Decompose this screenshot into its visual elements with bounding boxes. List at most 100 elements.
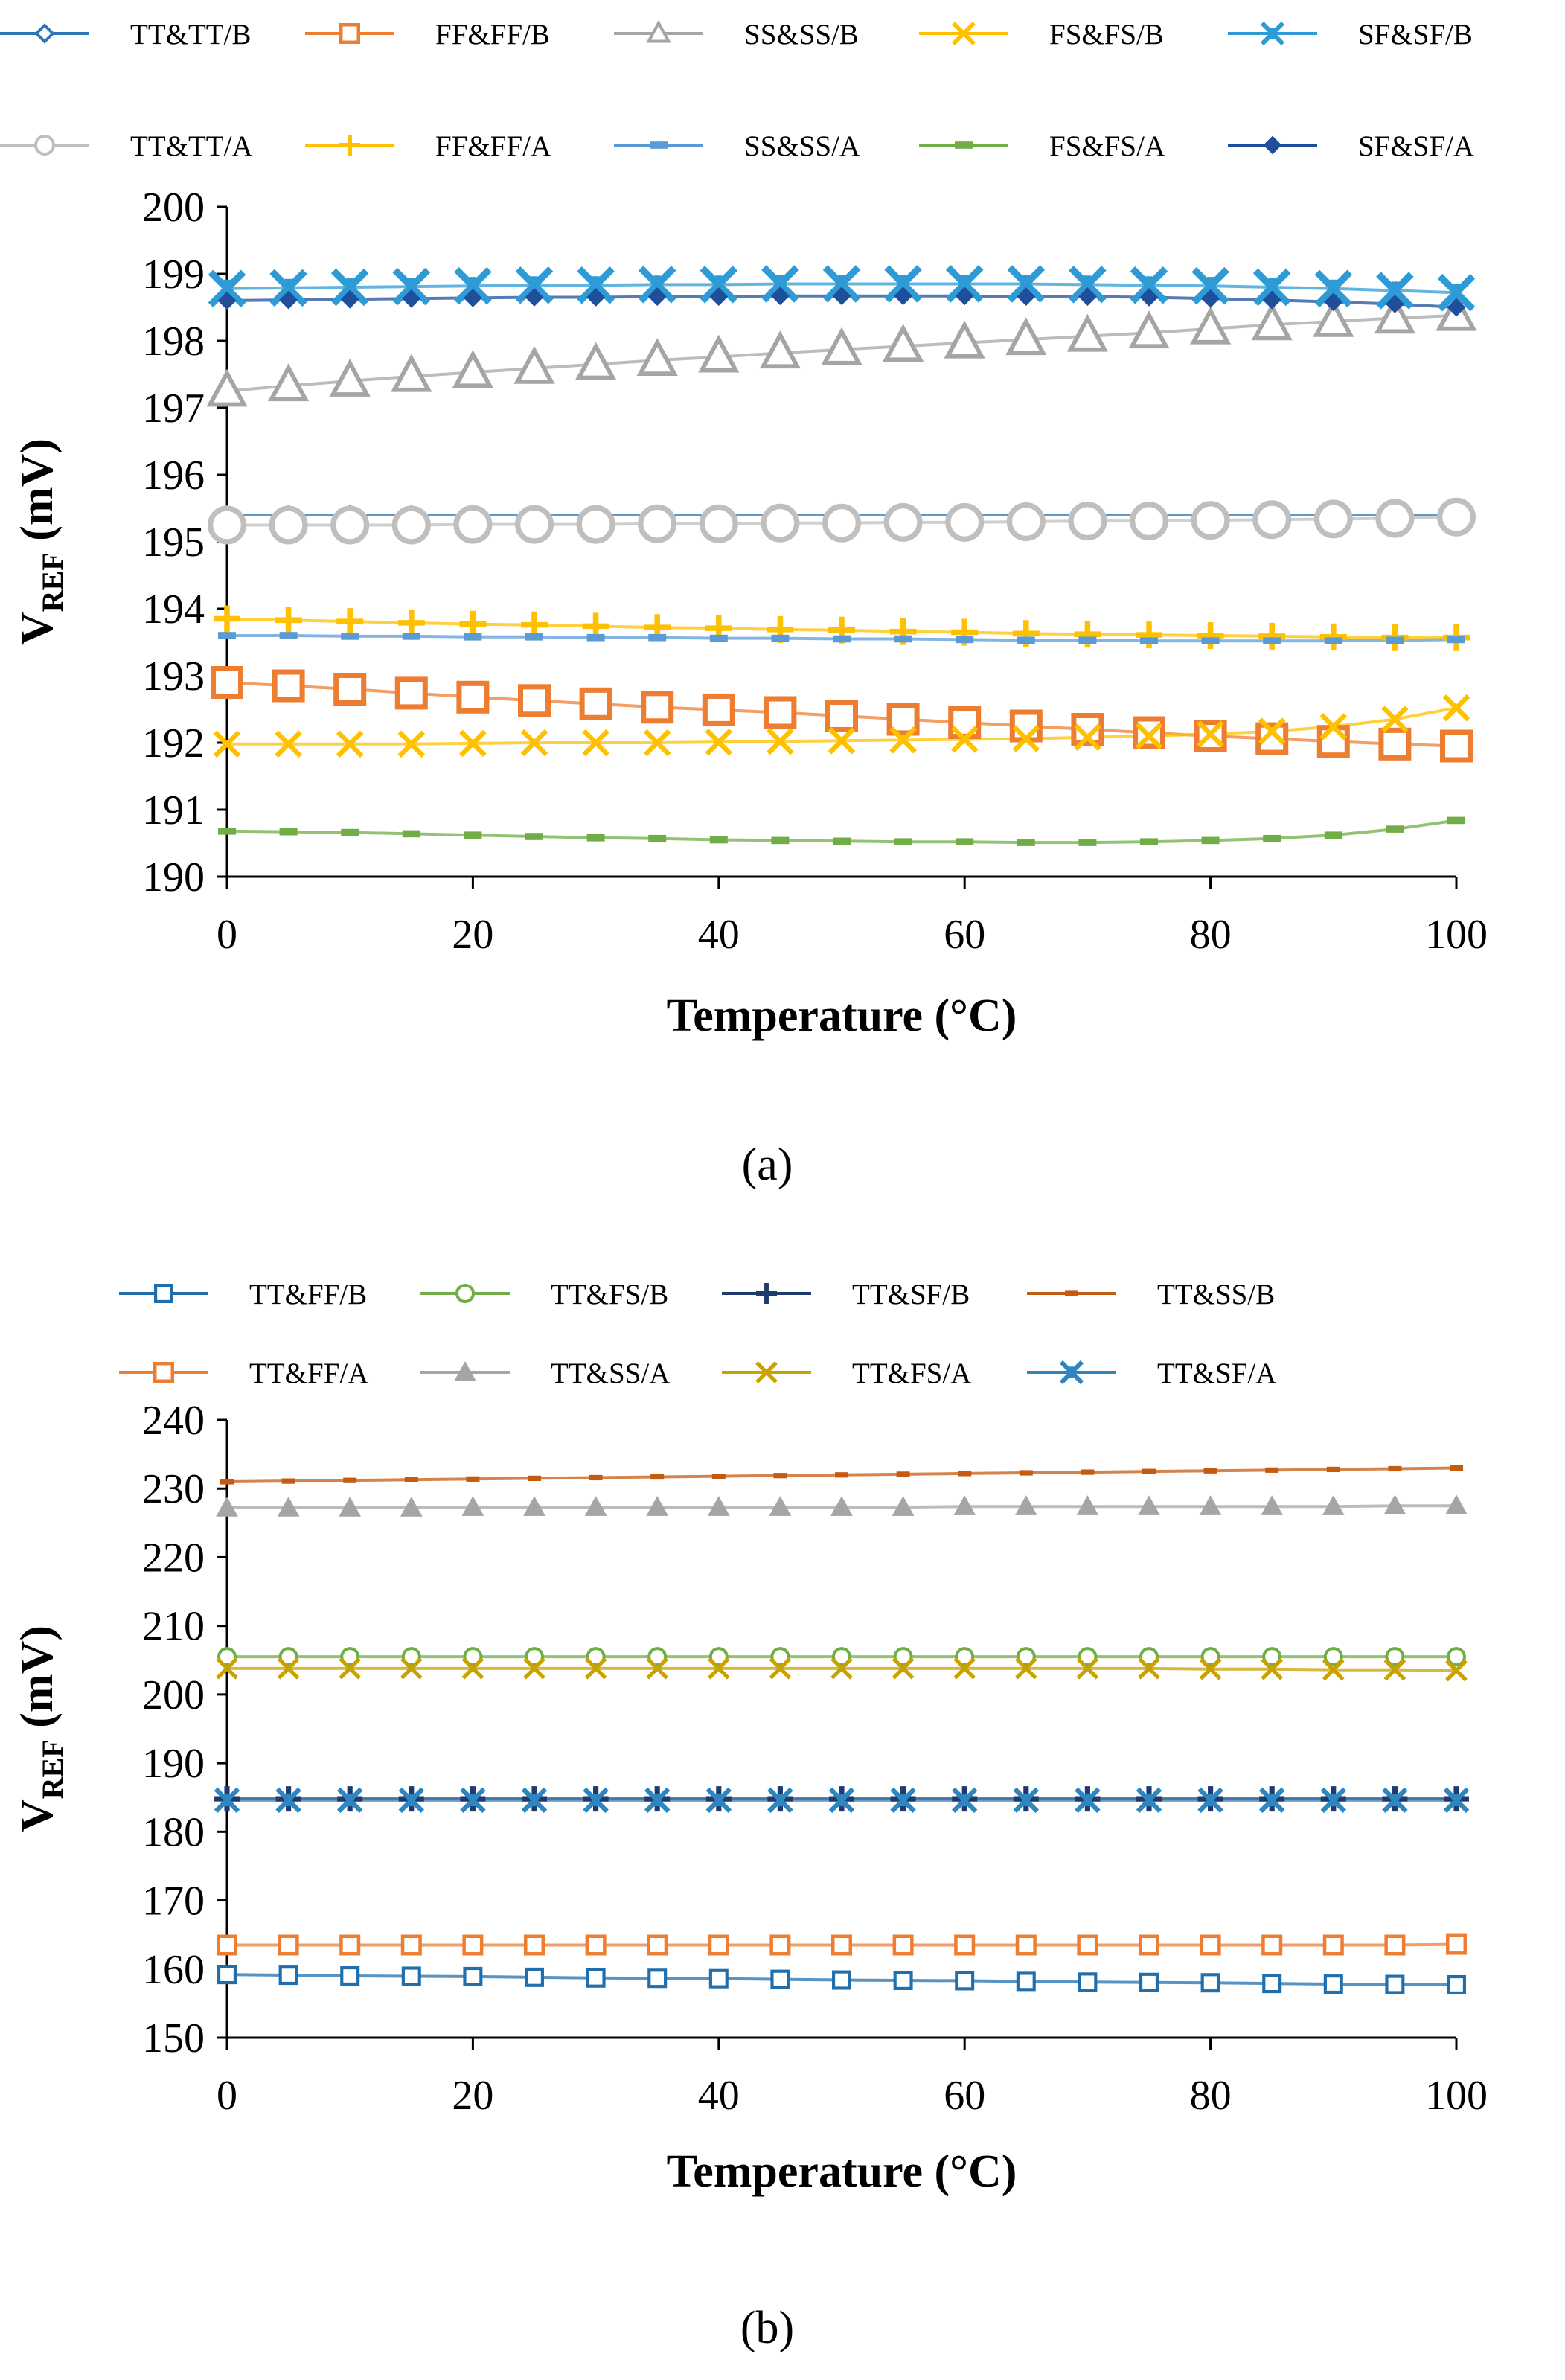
data-point xyxy=(452,350,494,388)
data-point xyxy=(1440,729,1473,763)
data-point xyxy=(1252,500,1292,540)
data-point xyxy=(1076,1495,1099,1515)
y-tick-label: 196 xyxy=(142,452,205,499)
data-point xyxy=(1200,1647,1220,1667)
series-markers xyxy=(218,632,1465,644)
data-point xyxy=(216,1497,238,1517)
legend-marker xyxy=(955,141,973,149)
data-point xyxy=(1263,637,1281,644)
x-tick-label: 40 xyxy=(698,912,740,958)
data-point xyxy=(1447,636,1465,644)
data-point xyxy=(953,1657,976,1680)
data-point xyxy=(217,1647,237,1667)
x-tick-label: 60 xyxy=(944,2073,985,2119)
data-point xyxy=(218,828,236,835)
data-point xyxy=(340,289,359,309)
data-point xyxy=(1140,637,1158,644)
data-point xyxy=(833,635,851,643)
y-tick-label: 190 xyxy=(142,1741,205,1787)
data-point xyxy=(456,680,490,714)
legend-item: TT&SS/A xyxy=(420,1357,670,1389)
legend-marker xyxy=(756,1283,777,1304)
data-point xyxy=(1386,825,1404,833)
legend-item: SF&SF/B xyxy=(1228,19,1473,51)
y-tick-label: 199 xyxy=(142,252,205,298)
x-tick-label: 100 xyxy=(1425,2073,1488,2119)
series-markers xyxy=(214,1787,1470,1814)
data-point xyxy=(520,729,548,757)
data-point xyxy=(464,633,482,641)
data-point xyxy=(1017,839,1035,846)
panel-label: (a) xyxy=(742,1139,793,1190)
data-point xyxy=(709,634,728,642)
data-point xyxy=(401,1966,421,1986)
data-point xyxy=(216,1934,237,1956)
data-point xyxy=(1322,1934,1344,1956)
data-point xyxy=(208,505,247,545)
data-point xyxy=(883,502,923,542)
data-point xyxy=(275,1787,301,1814)
series-markers xyxy=(220,1465,1463,1485)
data-point xyxy=(644,1787,671,1814)
data-point xyxy=(699,504,738,543)
data-point xyxy=(459,610,487,638)
legend-item: TT&SF/B xyxy=(722,1279,970,1311)
data-point xyxy=(832,1647,851,1667)
data-point xyxy=(341,633,359,640)
data-point xyxy=(220,1479,234,1485)
x-axis-title: Temperature (°C) xyxy=(667,991,1017,1041)
series-markers xyxy=(213,694,1470,758)
legend-label: TT&FS/B xyxy=(551,1279,668,1311)
data-point xyxy=(828,727,856,755)
y-tick-label: 200 xyxy=(142,185,205,231)
data-point xyxy=(955,1971,975,1991)
data-point xyxy=(1138,1495,1160,1515)
data-point xyxy=(764,696,797,729)
data-point xyxy=(896,1471,910,1477)
data-point xyxy=(1012,725,1040,752)
data-point xyxy=(525,833,543,840)
data-point xyxy=(453,505,493,544)
data-point xyxy=(646,1657,669,1680)
legend-item: SF&SF/A xyxy=(1228,130,1474,162)
x-tick-label: 20 xyxy=(452,912,493,958)
data-point xyxy=(707,1657,730,1680)
data-point xyxy=(889,726,917,754)
data-point xyxy=(1383,1494,1406,1514)
data-point xyxy=(702,693,735,726)
data-point xyxy=(333,673,367,706)
data-point xyxy=(894,635,912,643)
data-point xyxy=(1313,499,1353,539)
data-point xyxy=(1074,723,1101,752)
data-point xyxy=(711,1474,726,1479)
data-point xyxy=(1383,1658,1406,1681)
data-point xyxy=(698,334,740,373)
data-point xyxy=(835,1472,848,1478)
y-tick-label: 170 xyxy=(142,1878,205,1925)
data-point xyxy=(1326,1466,1340,1472)
x-tick-label: 80 xyxy=(1190,2073,1232,2119)
y-tick-label: 197 xyxy=(142,386,205,432)
data-point xyxy=(218,632,236,639)
data-point xyxy=(339,1934,361,1956)
data-point xyxy=(402,289,421,308)
data-point xyxy=(770,1647,790,1667)
data-point xyxy=(1076,1657,1099,1680)
data-point xyxy=(647,1968,668,1989)
data-point xyxy=(1068,502,1107,541)
data-point xyxy=(391,505,431,545)
data-point xyxy=(1139,1972,1159,1992)
data-point xyxy=(708,1968,729,1989)
y-axis-title: VREF (mV) xyxy=(12,1625,69,1832)
data-point xyxy=(1197,1787,1223,1814)
data-point xyxy=(1322,1658,1345,1681)
data-point xyxy=(394,676,428,710)
data-point xyxy=(769,1657,792,1680)
data-point xyxy=(267,363,310,402)
data-point xyxy=(955,1647,975,1667)
data-point xyxy=(1446,1974,1466,1994)
data-point xyxy=(647,1934,668,1956)
legend: TT&TT/B FF&FF/B SS&SS/B FS&FS/B SF&SF/B TT&TT… xyxy=(0,19,1474,162)
data-point xyxy=(1078,1972,1098,1992)
data-point xyxy=(1258,1787,1285,1814)
